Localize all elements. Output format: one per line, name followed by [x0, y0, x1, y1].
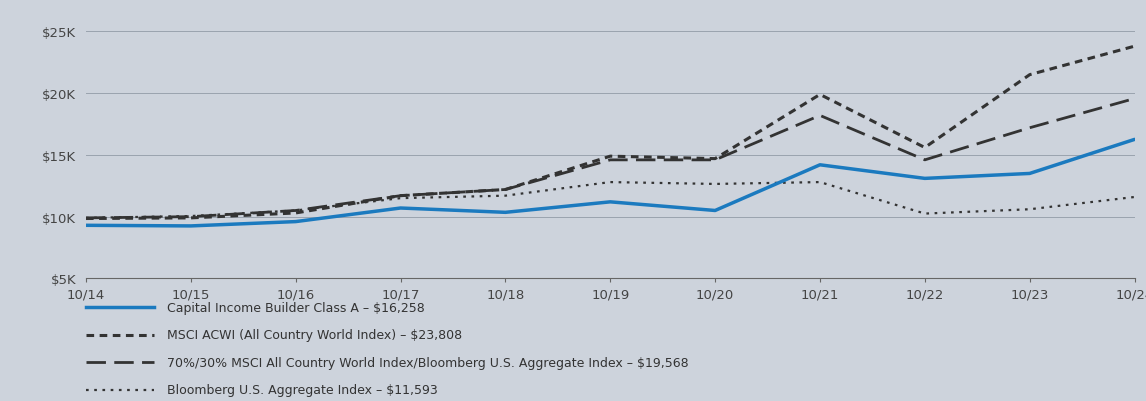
Text: MSCI ACWI (All Country World Index) – $23,808: MSCI ACWI (All Country World Index) – $2… — [166, 328, 462, 341]
Text: Capital Income Builder Class A – $16,258: Capital Income Builder Class A – $16,258 — [166, 301, 424, 314]
Text: Bloomberg U.S. Aggregate Index – $11,593: Bloomberg U.S. Aggregate Index – $11,593 — [166, 383, 438, 396]
Text: 70%/30% MSCI All Country World Index/Bloomberg U.S. Aggregate Index – $19,568: 70%/30% MSCI All Country World Index/Blo… — [166, 356, 689, 369]
